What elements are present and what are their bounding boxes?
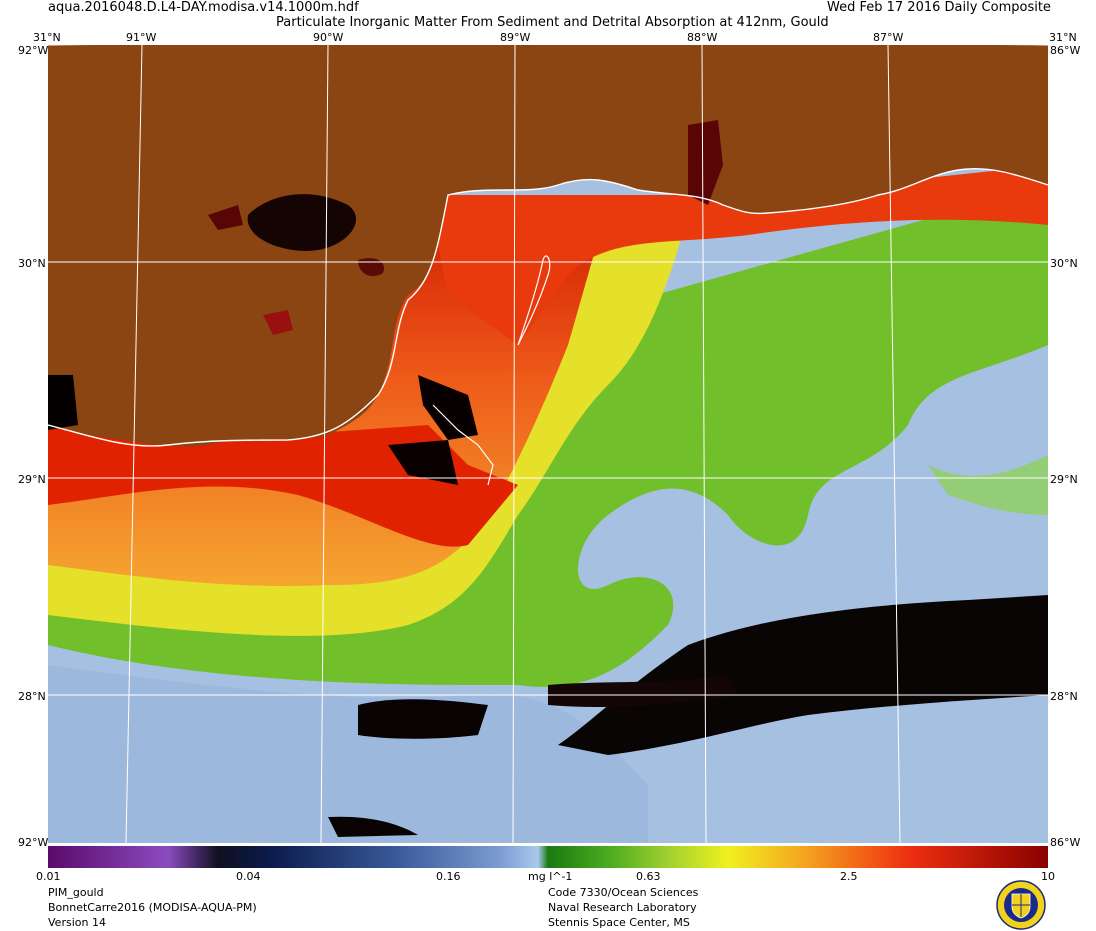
footer-product: PIM_gould xyxy=(48,886,104,899)
lake-borgne xyxy=(358,258,384,277)
colorbar xyxy=(48,846,1048,868)
lat-label-29n-right: 29°N xyxy=(1050,473,1078,486)
nrl-seal-icon xyxy=(996,880,1046,930)
colorbar-unit: mg l^-1 xyxy=(528,870,573,883)
colorbar-label-2: 0.16 xyxy=(436,870,461,883)
date-label: Wed Feb 17 2016 Daily Composite xyxy=(827,0,1051,15)
lon-label-89w: 89°W xyxy=(500,31,531,44)
birdsfoot-delta-outline xyxy=(432,404,494,486)
colorbar-label-1: 0.04 xyxy=(236,870,261,883)
footer-version: Version 14 xyxy=(48,916,106,929)
colorbar-label-4: 2.5 xyxy=(840,870,858,883)
corner-label-bottom-left: 92°W xyxy=(18,836,49,849)
chandeleur-islands xyxy=(517,255,551,346)
lat-label-29n-left: 29°N xyxy=(18,473,46,486)
cloud-mask-east xyxy=(558,595,1048,755)
colorbar-label-5: 10 xyxy=(1041,870,1055,883)
inland-lake xyxy=(263,310,293,335)
footer-org-line2: Naval Research Laboratory xyxy=(548,901,697,914)
lat-label-top-left: 31°N xyxy=(33,31,61,44)
lon-label-87w: 87°W xyxy=(873,31,904,44)
satellite-map xyxy=(48,45,1048,843)
land-mass xyxy=(48,45,1048,447)
colorbar-gradient xyxy=(48,846,1048,868)
footer-project: BonnetCarre2016 (MODISA-AQUA-PM) xyxy=(48,901,257,914)
coastal-red-band xyxy=(428,165,1048,345)
no-data-patch-delta xyxy=(418,375,478,440)
lat-label-28n-right: 28°N xyxy=(1050,690,1078,703)
deep-water-band xyxy=(48,665,648,843)
lon-label-90w: 90°W xyxy=(313,31,344,44)
corner-label-top-right: 86°W xyxy=(1050,44,1081,57)
corner-label-top-left: 92°W xyxy=(18,44,49,57)
lon-label-91w: 91°W xyxy=(126,31,157,44)
colorbar-label-0: 0.01 xyxy=(36,870,61,883)
colorbar-label-3: 0.63 xyxy=(636,870,661,883)
no-data-patch-west xyxy=(48,375,78,430)
lat-label-30n-right: 30°N xyxy=(1050,257,1078,270)
cloud-patch-bottom xyxy=(328,816,418,837)
coastline xyxy=(48,167,1048,447)
lat-label-top-right: 31°N xyxy=(1049,31,1077,44)
corner-label-bottom-right: 86°W xyxy=(1050,836,1081,849)
mobile-bay xyxy=(688,120,723,205)
no-data-patch-south-delta xyxy=(388,440,458,485)
map-title: Particulate Inorganic Matter From Sedime… xyxy=(276,15,829,30)
footer-org-line3: Stennis Space Center, MS xyxy=(548,916,690,929)
green-eddy-east xyxy=(928,455,1048,515)
filename-label: aqua.2016048.D.L4-DAY.modisa.v14.1000m.h… xyxy=(48,0,359,15)
lat-label-28n-left: 28°N xyxy=(18,690,46,703)
lake-maurepas xyxy=(208,205,243,230)
lake-pontchartrain xyxy=(247,194,357,251)
lat-label-30n-left: 30°N xyxy=(18,257,46,270)
lon-label-88w: 88°W xyxy=(687,31,718,44)
cloud-patch-south xyxy=(358,699,488,739)
footer-org-line1: Code 7330/Ocean Sciences xyxy=(548,886,699,899)
cloud-streak-central xyxy=(548,675,738,707)
